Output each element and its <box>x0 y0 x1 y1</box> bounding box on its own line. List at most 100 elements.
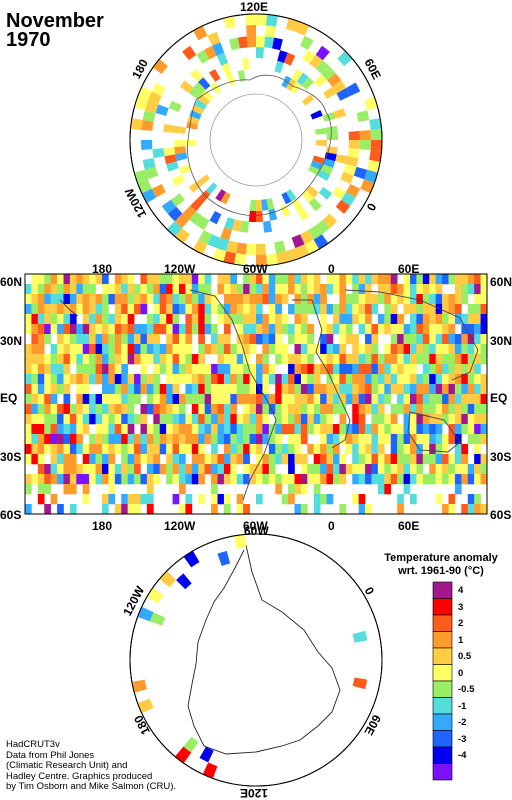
grid-cell <box>236 424 244 435</box>
grid-cell <box>371 384 379 395</box>
grid-cell <box>69 474 77 485</box>
grid-cell <box>69 424 77 435</box>
grid-cell <box>146 314 154 325</box>
grid-cell <box>422 384 430 395</box>
grid-cell <box>333 274 340 285</box>
grid-cell <box>243 324 250 335</box>
grid-cell <box>172 424 180 435</box>
grid-cell <box>185 274 193 285</box>
south-polar-map <box>129 533 383 787</box>
grid-cell <box>166 294 173 305</box>
grid-cell <box>146 504 154 515</box>
grid-cell <box>153 444 161 455</box>
grid-cell <box>333 304 340 315</box>
grid-cell <box>390 374 398 385</box>
grid-cell <box>108 324 116 335</box>
grid-cell <box>108 474 116 485</box>
polar-cell <box>146 587 164 604</box>
grid-cell <box>69 454 77 465</box>
grid-cell <box>179 454 186 465</box>
polar-cell <box>306 185 319 198</box>
polar-cell <box>346 82 361 96</box>
grid-cell <box>358 294 366 305</box>
grid-cell <box>223 374 231 385</box>
grid-cell <box>281 454 289 465</box>
polar-cell <box>291 69 303 82</box>
grid-cell <box>268 424 276 435</box>
grid-cell <box>249 474 257 485</box>
grid-cell <box>217 364 225 375</box>
grid-cell <box>294 344 302 355</box>
grid-cell <box>410 494 417 505</box>
grid-cell <box>352 474 359 485</box>
grid-cell <box>461 424 469 435</box>
grid-cell <box>307 404 315 415</box>
grid-cell <box>358 394 366 405</box>
legend-label: 0 <box>458 667 464 679</box>
grid-cell <box>377 314 385 325</box>
grid-cell <box>31 294 39 305</box>
grid-cell <box>403 344 411 355</box>
grid-cell <box>57 434 64 445</box>
grid-cell <box>153 324 161 335</box>
grid-cell <box>166 374 173 385</box>
grid-cell <box>76 424 84 435</box>
grid-cell <box>474 464 481 475</box>
grid-cell <box>294 424 302 435</box>
grid-cell <box>76 384 84 395</box>
polar-cell <box>265 25 276 38</box>
legend-label: 0.5 <box>458 651 472 662</box>
grid-cell <box>288 434 295 445</box>
legend-title-line2: wrt. 1961-90 (°C) <box>398 565 484 577</box>
grid-cell <box>179 464 186 475</box>
grid-cell <box>454 274 462 285</box>
grid-cell <box>140 354 148 365</box>
grid-cell <box>44 504 51 515</box>
grid-cell <box>236 304 244 315</box>
grid-cell <box>134 374 141 385</box>
grid-cell <box>82 474 90 485</box>
grid-cell <box>377 454 385 465</box>
grid-cell <box>288 414 295 425</box>
grid-cell <box>166 474 173 485</box>
grid-cell <box>294 434 302 445</box>
grid-cell <box>416 384 424 395</box>
grid-cell <box>403 464 411 475</box>
grid-cell <box>390 284 398 295</box>
grid-cell <box>377 364 385 375</box>
grid-cell <box>44 484 51 495</box>
grid-cell <box>288 394 295 405</box>
grid-cell <box>397 474 404 485</box>
grid-cell <box>390 424 398 435</box>
grid-cell <box>480 454 488 465</box>
grid-cell <box>442 434 449 445</box>
grid-cell <box>236 394 244 405</box>
grid-cell <box>461 284 469 295</box>
grid-cell <box>249 324 257 335</box>
polar-cell <box>256 14 267 26</box>
grid-cell <box>435 324 443 335</box>
grid-cell <box>454 384 462 395</box>
grid-cell <box>390 384 398 395</box>
grid-cell <box>211 304 218 315</box>
grid-cell <box>467 464 475 475</box>
grid-cell <box>333 364 340 375</box>
grid-cell <box>159 344 167 355</box>
grid-cell <box>326 444 334 455</box>
grid-cell <box>121 374 128 385</box>
grid-cell <box>172 324 180 335</box>
grid-cell <box>307 284 315 295</box>
lat-left-eq: EQ <box>0 391 18 405</box>
grid-cell <box>384 344 392 355</box>
grid-cell <box>442 324 449 335</box>
grid-cell <box>256 454 263 465</box>
grid-cell <box>358 364 366 375</box>
grid-cell <box>230 354 238 365</box>
grid-cell <box>102 474 109 485</box>
grid-cell <box>339 474 347 485</box>
grid-cell <box>204 274 212 285</box>
grid-cell <box>179 474 186 485</box>
grid-cell <box>454 304 462 315</box>
lon-bottom-0: 0 <box>328 519 335 533</box>
grid-cell <box>108 454 116 465</box>
